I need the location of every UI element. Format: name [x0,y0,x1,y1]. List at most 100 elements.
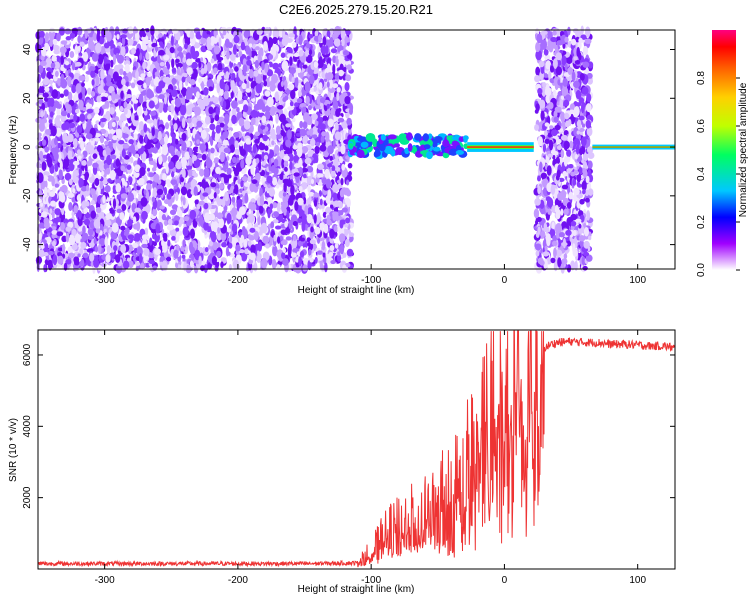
spectrogram-cell [200,265,205,272]
spectrogram-cell [340,177,344,186]
spectrogram-cell [304,81,311,93]
spectrogram-cell [41,139,47,146]
spectrogram-cell [163,198,171,205]
spectrogram-cell [254,138,260,144]
spectrogram-cell [217,241,221,249]
spectrogram-cell [329,155,333,161]
spectrogram-cell [229,68,234,74]
spectrogram-cell [323,223,329,234]
spectrogram-cell [61,235,68,243]
spectrogram-cell [166,224,174,231]
spectrogram-cell [284,221,288,228]
spectrogram-cell [334,121,339,133]
spectrogram-cell [262,134,269,142]
spectrogram-cell [164,122,170,130]
spectrogram-cell [60,78,68,89]
spectrogram-cell [48,119,53,124]
spectrogram-cell [44,243,49,252]
spectrogram-cell [219,151,225,163]
spectrogram-cell [170,35,174,46]
spectrogram-cell [231,207,238,217]
spectrogram-cell [287,83,295,91]
spectrogram-cell [211,129,216,141]
spectrogram-cell [182,56,187,63]
figure-title: C2E6.2025.279.15.20.R21 [279,2,433,17]
spectrogram-cell [83,218,91,226]
spectrogram-cell [86,108,94,114]
spectrogram-cell [324,262,328,273]
spectrogram-cell [123,126,129,132]
spectrogram-cell [69,51,75,59]
spectrogram-cell [180,176,185,183]
spectrogram-cell [347,232,355,238]
spectrogram-cell [80,241,87,249]
spectrogram-cell [68,202,73,212]
spectrogram-cell [263,203,268,209]
spectrogram-cell [94,106,100,115]
spectrogram-cell [182,226,189,237]
spectrogram-cell [347,162,353,169]
spectrogram-cell [250,117,256,126]
spectrogram-cell [171,133,176,144]
spectrogram-cell [64,28,72,35]
spectrogram-cell [241,82,247,90]
spectrogram-cell [332,83,339,89]
spectrogram-cell [266,175,273,184]
spectrogram-cell [199,168,205,177]
spectrogram-cell [249,227,256,233]
spectrogram-cell [51,89,59,99]
spectrogram-cell [201,187,205,194]
spectrogram-cell [343,50,350,56]
spectrogram-cell [242,110,248,119]
spectrogram-cell [255,83,263,94]
spectrogram-cell [289,160,293,171]
spectrogram-cell [127,234,135,241]
spectrogram-cell [135,221,141,232]
spectrogram-cell [233,35,240,44]
spectrogram-cell [310,138,316,147]
spectrogram-cell [171,57,175,69]
spectrogram-cell [271,140,275,146]
spectrogram-cell [78,210,82,220]
spectrogram-cell [189,78,196,86]
spectrogram-cell [80,140,85,151]
spectrogram-cell [109,209,115,214]
spectrogram-cell [94,245,99,253]
spectrogram-cell [116,194,122,200]
spectrogram-cell [149,237,153,246]
spectrogram-cell [121,203,127,211]
spectrogram-cell [333,38,341,47]
spectrogram-cell [99,134,105,144]
spectrogram-cell [215,250,222,258]
spectrogram-cell [313,199,318,207]
spectrogram-cell [123,101,128,109]
spectrogram-cell [243,182,250,187]
spectrogram-cell [105,254,111,263]
spectrogram-cell [289,56,293,66]
spectrogram-cell [82,252,89,258]
spectrogram-cell [243,104,249,113]
spectrogram-cell [233,131,240,138]
spectrogram-cell [290,89,296,100]
spectrogram-cell [94,137,101,142]
spectrogram-cell [158,94,165,100]
spectrogram-cell [104,219,112,227]
spectrogram-cell [189,209,197,220]
spectrogram-cell [163,93,168,105]
spectrogram-cell [315,141,321,147]
spectrogram-cell [139,135,144,144]
spectrogram-cell [326,103,330,109]
spectrogram-cell [153,118,158,126]
spectrogram-cell [139,121,144,131]
spectrogram-cell [341,38,345,47]
spectrogram-cell [174,97,181,108]
spectrogram-cell [306,130,311,136]
spectrogram-cell [228,264,232,271]
spectrogram-cell [91,79,95,86]
spectrogram-cell [163,236,168,242]
spectrogram-cell [112,198,117,210]
spectrogram-cell [345,37,351,43]
spectrogram-cell [44,122,51,128]
spectrogram-cell [49,111,54,118]
spectrogram-cell [240,159,245,169]
